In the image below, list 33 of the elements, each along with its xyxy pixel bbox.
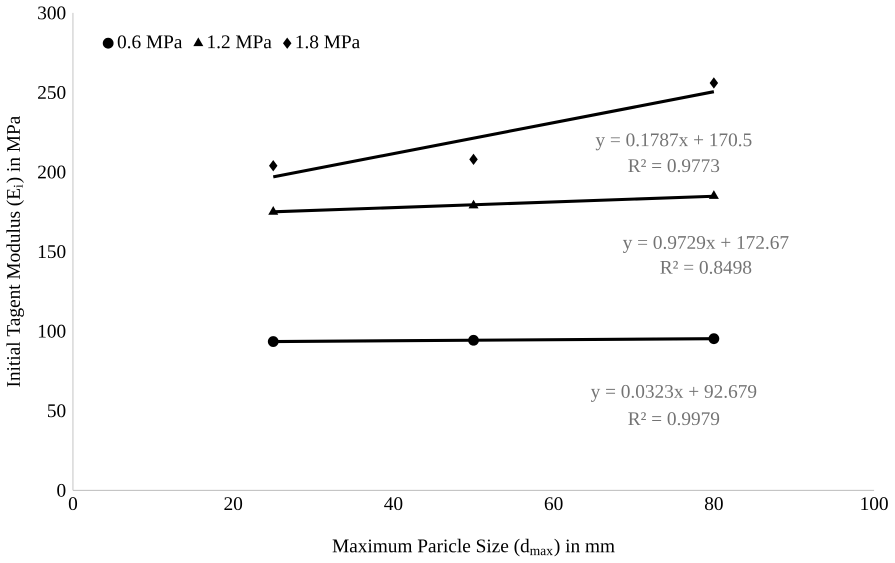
x-tick-label: 60	[544, 497, 563, 510]
y-tick-label: 50	[48, 404, 66, 418]
y-tick-label: 150	[38, 245, 66, 258]
point	[268, 336, 279, 348]
x-tick-label: 0	[68, 497, 78, 510]
y-tick-label: 0	[57, 484, 66, 497]
x-tick-label: 80	[704, 497, 723, 510]
x-tick-label: 20	[224, 497, 242, 510]
y-tick-label: 100	[38, 324, 66, 338]
annotation: R² = 0.9979	[628, 412, 720, 426]
y-tick-label: 300	[38, 6, 66, 20]
annotation: y = 0.0323x + 92.679	[590, 385, 756, 402]
y-tick-label: 250	[38, 86, 66, 100]
legend-label: 1.2 MPa	[208, 36, 272, 49]
x-tick-label: 40	[384, 497, 402, 510]
point	[468, 334, 479, 346]
point	[709, 190, 719, 199]
point	[469, 154, 478, 165]
y-tick-label: 200	[38, 166, 66, 179]
point	[468, 200, 478, 208]
legend-label: 0.6 MPa	[118, 35, 182, 49]
annotation: R² = 0.9773	[628, 159, 720, 172]
x-axis-title: Maximum Paricle Size (d$_{max}$) in mm	[332, 538, 615, 556]
point	[708, 333, 720, 344]
point	[269, 160, 278, 172]
annotation: R² = 0.8498	[660, 260, 752, 274]
x-tick-label: 100	[861, 497, 888, 510]
y-axis-title: Initial Tagent Modulus (E$_{i}$) in MPa	[6, 116, 24, 387]
annotation: y = 0.9729x + 172.67	[622, 236, 789, 254]
point	[268, 206, 278, 215]
legend-label: 1.8 MPa	[296, 35, 360, 49]
point	[710, 78, 718, 88]
annotation: y = 0.1787x + 170.5	[596, 133, 752, 150]
